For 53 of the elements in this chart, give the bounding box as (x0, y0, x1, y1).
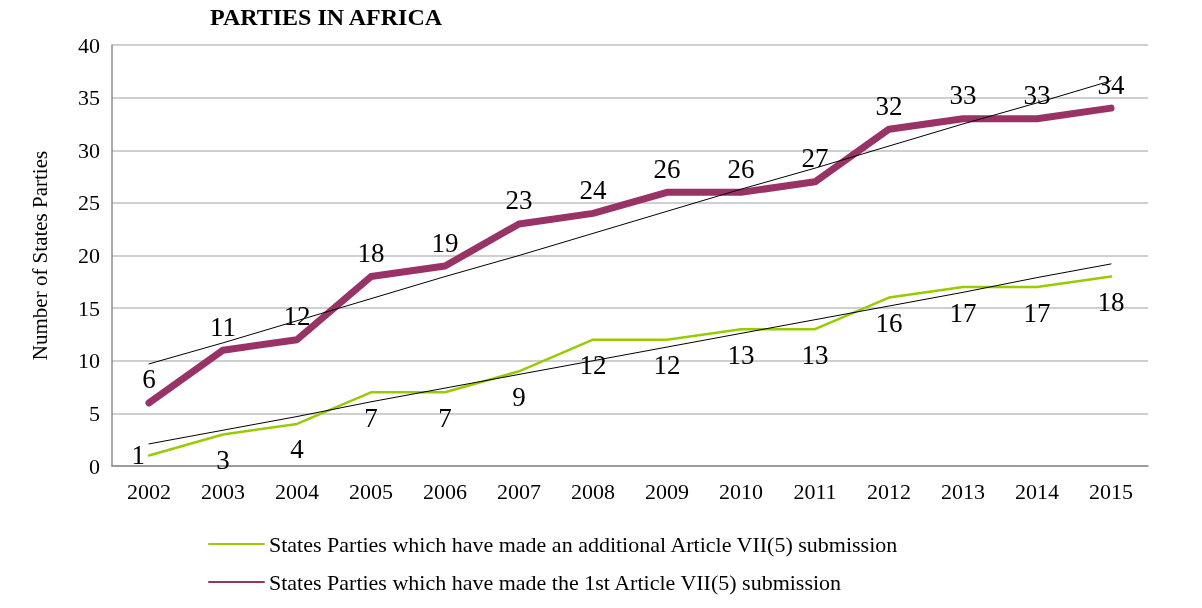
x-tick-label: 2011 (793, 478, 837, 504)
x-tick-label: 2015 (1089, 478, 1133, 504)
data-label: 32 (875, 90, 903, 121)
data-label: 17 (1023, 297, 1051, 328)
data-label: 4 (290, 434, 305, 465)
data-label: 26 (653, 153, 681, 184)
x-tick-label: 2010 (719, 478, 763, 504)
x-tick-label: 2012 (867, 478, 911, 504)
data-label: 12 (653, 350, 681, 381)
data-label: 18 (357, 238, 385, 269)
data-label: 16 (875, 308, 903, 339)
y-tick-label: 35 (78, 85, 100, 111)
data-label: 7 (364, 402, 378, 433)
data-label: 7 (438, 402, 452, 433)
data-label: 33 (1023, 80, 1051, 111)
y-tick-label: 20 (78, 243, 100, 268)
x-tick-label: 2008 (571, 478, 615, 504)
data-label: 6 (142, 364, 156, 395)
data-label: 26 (727, 153, 755, 184)
y-tick-label: 30 (78, 137, 100, 163)
x-tick-label: 2002 (127, 478, 171, 504)
legend-label: States Parties which have made the 1st Article VII(5) submission (269, 569, 842, 595)
data-label: 13 (801, 339, 829, 370)
y-tick-label: 0 (89, 453, 100, 479)
data-label: 3 (216, 444, 230, 475)
data-label: 33 (949, 80, 977, 111)
data-label: 27 (801, 143, 829, 174)
y-tick-label: 40 (78, 32, 100, 58)
x-tick-label: 2007 (497, 478, 541, 504)
x-tick-label: 2014 (1015, 478, 1059, 504)
data-label: 18 (1097, 287, 1125, 318)
data-label: 13 (727, 339, 755, 370)
legend-label: States Parties which have made an additional Article VII(5) submission (269, 531, 898, 557)
data-label: 24 (579, 174, 607, 205)
x-tick-label: 2006 (423, 478, 467, 504)
x-tick-label: 2003 (201, 478, 245, 504)
y-tick-label: 25 (78, 190, 100, 216)
y-tick-label: 15 (78, 295, 100, 321)
data-label: 1 (131, 440, 145, 471)
data-label: 9 (512, 381, 526, 412)
data-label: 19 (431, 227, 459, 258)
data-label: 11 (210, 311, 236, 342)
x-tick-label: 2009 (645, 478, 689, 504)
data-label: 23 (505, 185, 533, 216)
chart-title: PARTIES IN AFRICA (210, 4, 443, 30)
y-axis-title: Number of States Parties (27, 150, 52, 361)
x-tick-label: 2005 (349, 478, 393, 504)
x-tick-label: 2013 (941, 478, 985, 504)
data-label: 34 (1097, 69, 1125, 100)
x-tick-label: 2004 (275, 478, 319, 504)
y-tick-label: 5 (89, 400, 100, 426)
y-tick-label: 10 (78, 348, 100, 374)
data-label: 17 (949, 297, 977, 328)
